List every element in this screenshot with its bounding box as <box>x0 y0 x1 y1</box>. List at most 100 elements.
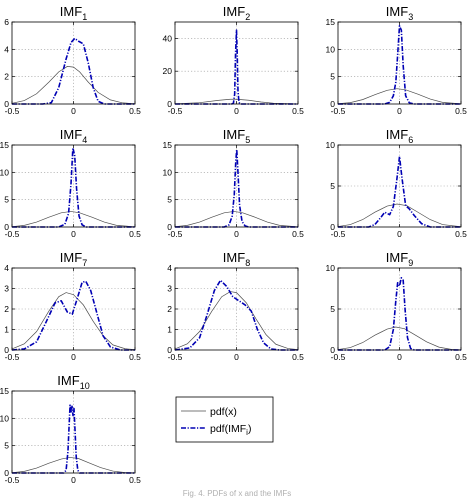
y-tick-label: 20 <box>163 66 173 76</box>
x-tick-label: -0.5 <box>5 475 20 485</box>
axes-frame <box>337 267 462 351</box>
x-tick-label: 0 <box>234 352 239 362</box>
subplot-title-sub: 2 <box>245 12 250 22</box>
x-tick-label: 0.5 <box>129 475 141 485</box>
y-tick-label: 0 <box>4 99 9 109</box>
axes-frame <box>11 144 136 228</box>
y-tick-label: 10 <box>326 263 336 273</box>
series-pdf-x <box>174 291 299 350</box>
subplot-title-main: IMF <box>60 250 82 265</box>
series-pdf-imf <box>338 277 461 351</box>
subplot-title: IMF1 <box>60 4 87 22</box>
x-tick-label: -0.5 <box>168 352 183 362</box>
subplot-title-main: IMF <box>386 4 408 19</box>
subplot-title-main: IMF <box>386 127 408 142</box>
series-pdf-x <box>11 66 136 105</box>
subplot-title-main: IMF <box>223 127 245 142</box>
subplot-title-sub: 8 <box>245 258 250 268</box>
axes-frame <box>11 267 136 351</box>
legend-label-pdf-imf-end: ) <box>248 423 252 435</box>
subplot-title: IMF3 <box>386 4 413 22</box>
series-pdf-x <box>174 211 299 228</box>
axes-frame <box>11 21 136 105</box>
x-tick-label: 0 <box>71 352 76 362</box>
y-tick-label: 4 <box>4 263 9 273</box>
subplot-title-sub: 4 <box>82 135 87 145</box>
y-tick-label: 0 <box>167 345 172 355</box>
axes-frame <box>174 267 299 351</box>
series-pdf-x <box>11 211 136 228</box>
x-tick-label: -0.5 <box>331 229 346 239</box>
x-tick-label: -0.5 <box>5 106 20 116</box>
y-tick-label: 3 <box>167 284 172 294</box>
series-pdf-x <box>174 98 299 105</box>
legend-label-pdf-imf-sub: i <box>246 428 248 437</box>
subplot-title-main: IMF <box>57 373 79 388</box>
y-tick-label: 10 <box>326 140 336 150</box>
subplot-title-main: IMF <box>223 4 245 19</box>
x-tick-label: -0.5 <box>331 352 346 362</box>
subplot-title-sub: 5 <box>245 135 250 145</box>
series-pdf-imf <box>12 404 135 474</box>
subplot-title-sub: 7 <box>82 258 87 268</box>
x-tick-label: -0.5 <box>5 352 20 362</box>
y-tick-label: 5 <box>4 195 9 205</box>
subplot-title: IMF4 <box>60 127 87 145</box>
series-pdf-imf <box>338 155 461 228</box>
y-tick-label: 0 <box>4 345 9 355</box>
subplot-title-sub: 6 <box>408 135 413 145</box>
y-tick-label: 0 <box>167 222 172 232</box>
y-tick-label: 0 <box>167 99 172 109</box>
x-tick-label: 0 <box>71 106 76 116</box>
y-tick-label: 10 <box>326 44 336 54</box>
y-tick-label: 0 <box>330 99 335 109</box>
series-pdf-x <box>11 292 136 350</box>
subplot-title: IMF7 <box>60 250 87 268</box>
y-tick-label: 0 <box>4 468 9 478</box>
y-tick-label: 0 <box>4 222 9 232</box>
y-tick-label: 2 <box>4 304 9 314</box>
series-pdf-imf <box>338 25 461 105</box>
x-tick-label: 0 <box>397 352 402 362</box>
axes-frame <box>174 21 299 105</box>
y-tick-label: 15 <box>0 386 9 396</box>
series-pdf-imf <box>175 29 298 105</box>
y-tick-label: 5 <box>4 441 9 451</box>
subplot-title: IMF9 <box>386 250 413 268</box>
x-tick-label: -0.5 <box>168 106 183 116</box>
y-tick-label: 5 <box>167 195 172 205</box>
subplot-title-sub: 3 <box>408 12 413 22</box>
x-tick-label: 0 <box>397 106 402 116</box>
y-tick-label: 10 <box>163 167 173 177</box>
axes-frame <box>174 144 299 228</box>
series-pdf-imf <box>11 280 135 351</box>
subplot-title: IMF5 <box>223 127 250 145</box>
x-tick-label: 0 <box>234 106 239 116</box>
series-pdf-x <box>11 457 136 474</box>
subplot-title-main: IMF <box>386 250 408 265</box>
y-tick-label: 0 <box>330 222 335 232</box>
x-tick-label: 0.5 <box>292 106 304 116</box>
y-tick-label: 4 <box>167 263 172 273</box>
subplot-title-main: IMF <box>223 250 245 265</box>
y-tick-label: 0 <box>330 345 335 355</box>
subplot-title-sub: 9 <box>408 258 413 268</box>
subplot-title-main: IMF <box>60 127 82 142</box>
figure-caption: Fig. 4. PDFs of x and the IMFs <box>183 489 291 498</box>
series-pdf-imf <box>12 146 135 228</box>
legend-label-pdf-imf-main: pdf(IMF <box>210 423 246 435</box>
series-pdf-imf <box>175 148 298 228</box>
series-pdf-x <box>337 88 462 105</box>
series-pdf-x <box>337 203 462 228</box>
x-tick-label: 0.5 <box>292 352 304 362</box>
